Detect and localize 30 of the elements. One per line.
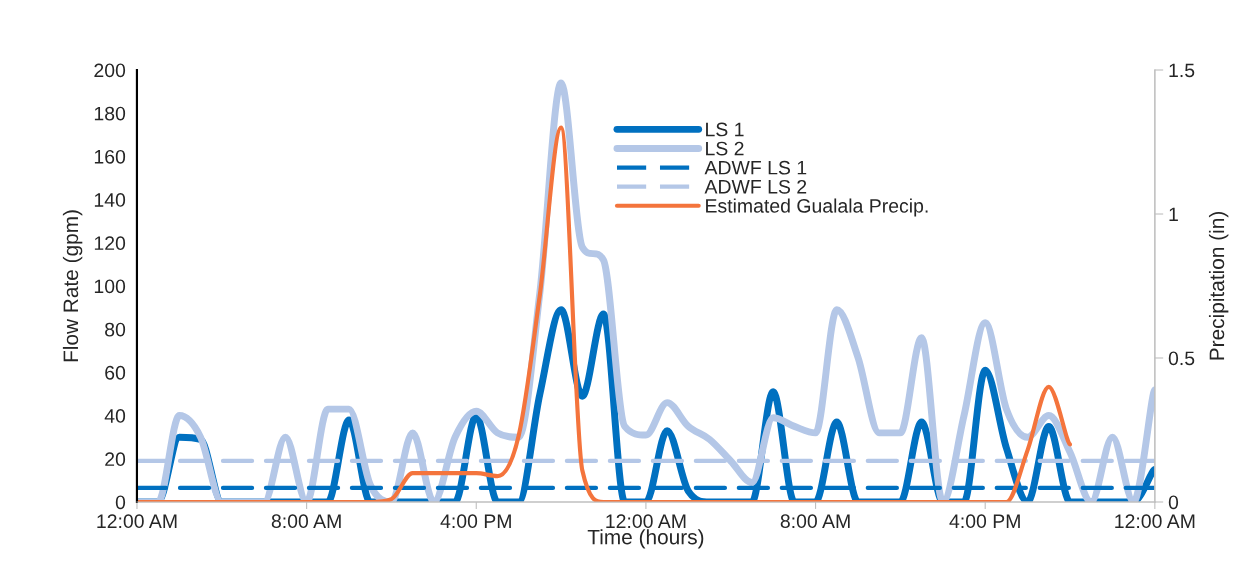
legend-label: ADWF LS 2 [704,179,807,194]
y-tick-label: 100 [94,279,126,294]
y-tick-label: 40 [104,409,126,423]
y-tick-label: 200 [94,63,126,78]
y-tick-label: 120 [94,236,126,251]
x-tick-label: 4:00 PM [440,514,511,529]
x-tick-label: 8:00 AM [271,514,341,529]
legend-label: ADWF LS 1 [704,160,807,175]
y2-tick-label: 0.5 [1168,351,1195,366]
y2-tick-label: 1 [1169,207,1178,222]
legend-label: Estimated Gualala Precip. [706,198,928,217]
x-tick-label: 12:00 AM [1115,514,1195,529]
y-axis-title: Flow Rate (gpm) [62,210,83,362]
y2-tick-label: 1.5 [1169,63,1195,78]
x-tick-label: 4:00 PM [949,514,1020,529]
y-tick-label: 160 [94,149,126,164]
x-tick-label: 8:00 AM [780,514,850,529]
y-tick-label: 20 [105,452,126,467]
y-tick-label: 0 [115,495,126,510]
x-tick-label: 12:00 AM [606,514,686,529]
x-tick-label: 12:00 AM [97,514,177,529]
y-tick-label: 180 [94,106,126,121]
y-tick-label: 60 [105,365,126,380]
y-tick-label: 80 [105,322,126,337]
legend-label: LS 2 [706,141,744,156]
y2-tick-label: 0 [1168,495,1179,510]
legend-label: LS 1 [706,122,744,137]
y2-axis-title: Precipitation (in) [1208,212,1229,360]
y-tick-label: 140 [94,193,126,207]
x-axis-title: Time (hours) [587,529,704,549]
